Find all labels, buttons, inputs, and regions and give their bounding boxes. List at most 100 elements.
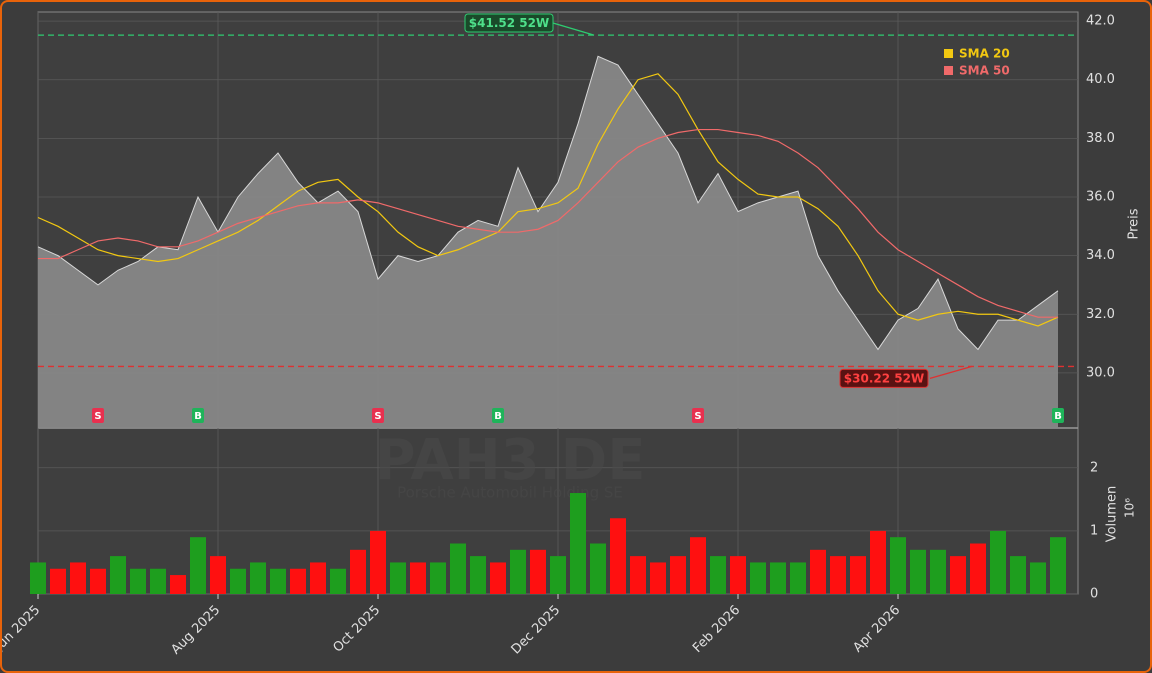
volume-bar — [810, 549, 826, 594]
volume-bar — [30, 562, 46, 594]
volume-bar — [690, 537, 706, 594]
signal-badge — [492, 408, 504, 423]
price-line — [37, 55, 1059, 351]
volume-bar — [850, 556, 866, 594]
annotation-label: $30.22 52W — [844, 371, 924, 385]
x-tick-label: Oct 2025 — [330, 603, 383, 656]
y-axis-scale: 10⁶ — [1123, 498, 1137, 518]
y-tick-label: 0 — [1090, 587, 1098, 602]
x-tick-label: Dec 2025 — [509, 603, 564, 658]
volume-bar — [670, 556, 686, 594]
y-tick-label: 34.0 — [1086, 248, 1115, 263]
volume-bar — [650, 562, 666, 594]
volume-bar — [930, 549, 946, 594]
volume-bar — [870, 530, 886, 594]
volume-bar — [50, 568, 66, 594]
volume-bar — [590, 543, 606, 594]
y-axis-label: Volumen — [1105, 486, 1120, 543]
volume-bar — [430, 562, 446, 594]
volume-bar — [130, 568, 146, 594]
signal-label: B — [194, 411, 202, 422]
volume-bar — [390, 562, 406, 594]
volume-bar — [250, 562, 266, 594]
x-tick-label: Aug 2025 — [168, 603, 223, 658]
volume-bar — [510, 549, 526, 594]
y-tick-label: 2 — [1090, 460, 1098, 475]
signal-label: S — [374, 411, 381, 422]
volume-bar — [490, 562, 506, 594]
x-tick-label: Feb 2026 — [690, 603, 743, 656]
volume-bar — [330, 568, 346, 594]
volume-bar — [290, 568, 306, 594]
sma-line — [37, 73, 1059, 327]
volume-bar — [630, 556, 646, 594]
signal-badge — [692, 408, 704, 423]
annotation-arrow — [929, 365, 973, 380]
signal-badge — [1052, 408, 1064, 423]
volume-bar — [210, 556, 226, 594]
x-tick-label: Jun 2025 — [2, 603, 43, 655]
volume-bar — [710, 556, 726, 594]
volume-bar — [1050, 537, 1066, 594]
volume-bar — [910, 549, 926, 594]
volume-bar — [450, 543, 466, 594]
volume-bar — [950, 556, 966, 594]
volume-bar — [790, 562, 806, 594]
volume-bar — [750, 562, 766, 594]
watermark-subtitle: Porsche Automobil Holding SE — [397, 484, 623, 502]
volume-bar — [530, 549, 546, 594]
y-tick-label: 42.0 — [1086, 14, 1115, 29]
volume-bar — [370, 530, 386, 594]
volume-bar — [470, 556, 486, 594]
volume-bar — [350, 549, 366, 594]
volume-bar — [570, 493, 586, 594]
legend-label: SMA 20 — [959, 47, 1010, 61]
legend-swatch — [944, 66, 953, 75]
x-tick-label: Apr 2026 — [850, 603, 903, 656]
volume-bar — [110, 556, 126, 594]
signal-label: B — [494, 411, 502, 422]
volume-bar — [70, 562, 86, 594]
signal-badge — [192, 408, 204, 423]
volume-bar — [770, 562, 786, 594]
volume-bar — [610, 518, 626, 594]
volume-bar — [990, 530, 1006, 594]
volume-bar — [1030, 562, 1046, 594]
signal-badge — [92, 408, 104, 423]
volume-bar — [1010, 556, 1026, 594]
legend-swatch — [944, 49, 953, 58]
y-tick-label: 30.0 — [1086, 365, 1115, 380]
volume-bar — [830, 556, 846, 594]
y-axis-label: Preis — [1127, 208, 1142, 239]
volume-bar — [550, 556, 566, 594]
volume-bar — [150, 568, 166, 594]
volume-bar — [890, 537, 906, 594]
y-tick-label: 40.0 — [1086, 72, 1115, 87]
annotation-label: $41.52 52W — [469, 16, 549, 30]
price-area — [38, 56, 1058, 429]
y-tick-label: 1 — [1090, 523, 1098, 538]
volume-bar — [410, 562, 426, 594]
signal-label: B — [1054, 411, 1062, 422]
watermark: PAH3.DE — [374, 428, 645, 493]
volume-bar — [230, 568, 246, 594]
volume-bar — [310, 562, 326, 594]
volume-bar — [190, 537, 206, 594]
y-tick-label: 32.0 — [1086, 307, 1115, 322]
legend-label: SMA 50 — [959, 64, 1010, 78]
signal-label: S — [694, 411, 701, 422]
volume-bar — [970, 543, 986, 594]
volume-bar — [730, 556, 746, 594]
signal-label: S — [94, 411, 101, 422]
y-tick-label: 36.0 — [1086, 189, 1115, 204]
sma-line — [38, 128, 1058, 318]
y-tick-label: 38.0 — [1086, 131, 1115, 146]
annotation-arrow — [552, 22, 595, 36]
volume-bar — [270, 568, 286, 594]
signal-badge — [372, 408, 384, 423]
annotation-box — [839, 368, 929, 388]
volume-bar — [170, 575, 186, 594]
volume-bar — [90, 568, 106, 594]
